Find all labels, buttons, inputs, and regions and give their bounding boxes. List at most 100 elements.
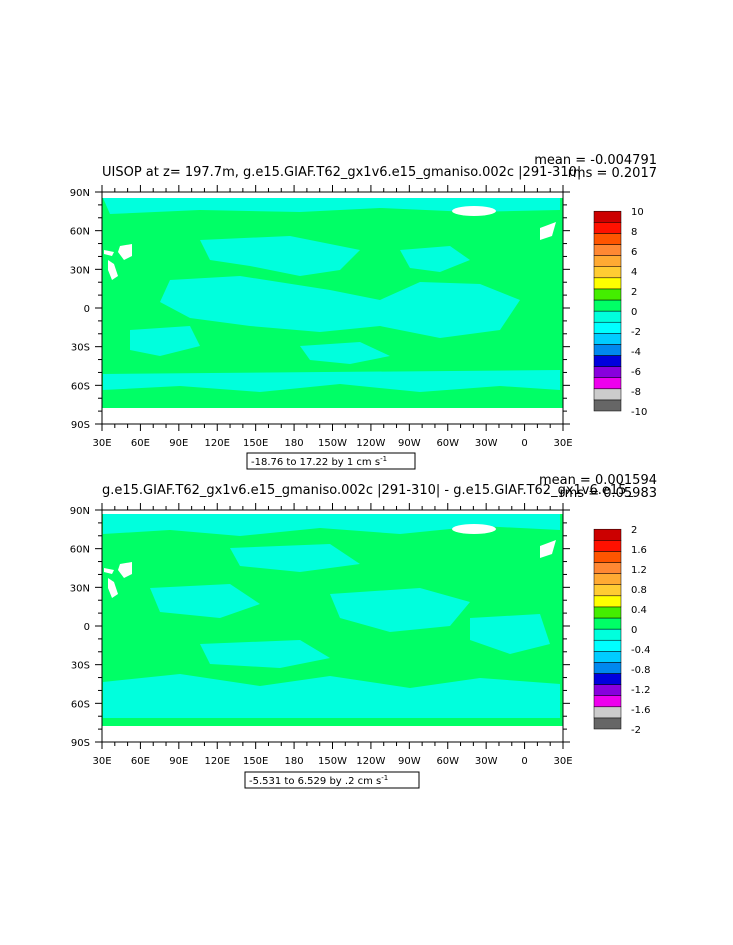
colorbar-swatch	[593, 333, 622, 345]
bottom-map-plot: g.e15.GIAF.T62_gx1v6.e15_gmaniso.002c |2…	[70, 473, 657, 789]
x-tick-label: 90E	[169, 756, 188, 767]
colorbar-swatch	[593, 344, 622, 356]
y-tick-label: 60S	[71, 699, 90, 710]
anomaly-region	[103, 514, 560, 536]
colorbar-label: 0	[631, 625, 637, 636]
colorbar-label: 8	[631, 227, 637, 238]
colorbar-swatch	[593, 222, 622, 234]
top-mean-label: mean = -0.004791	[534, 153, 657, 168]
island-mask	[104, 250, 114, 256]
colorbar-label: -1.2	[631, 685, 651, 696]
island-mask	[118, 562, 132, 578]
anomaly-region	[103, 674, 560, 718]
antarctica-mask	[102, 726, 563, 742]
x-tick-label: 150W	[318, 438, 347, 449]
colorbar-label: 0	[631, 307, 637, 318]
greenland-mask	[452, 206, 496, 216]
island-mask	[104, 568, 114, 574]
island-mask	[108, 578, 118, 598]
y-tick-label: 60S	[71, 381, 90, 392]
colorbar-label: 10	[631, 207, 644, 218]
anomaly-region	[470, 614, 550, 654]
island-mask	[108, 260, 118, 280]
y-tick-label: 30S	[71, 343, 90, 354]
antarctica-mask	[102, 408, 563, 424]
y-tick-label: 90N	[70, 506, 90, 517]
anomaly-region	[160, 276, 520, 338]
colorbar-label: -10	[631, 407, 647, 418]
x-tick-label: 150E	[243, 438, 268, 449]
y-tick-label: 30N	[70, 583, 90, 594]
anomaly-region	[200, 640, 330, 668]
y-tick-label: 60N	[70, 227, 90, 238]
colorbar-swatch	[593, 639, 622, 652]
x-tick-label: 30W	[475, 756, 498, 767]
x-tick-label: 150W	[318, 756, 347, 767]
arctic-mask	[102, 192, 563, 198]
y-tick-label: 90S	[71, 420, 90, 431]
y-tick-label: 60N	[70, 545, 90, 556]
colorbar-swatch	[593, 551, 622, 563]
arctic-mask	[102, 510, 563, 514]
x-tick-label: 60E	[131, 438, 150, 449]
anomaly-region	[130, 326, 200, 356]
colorbar-label: 6	[631, 247, 637, 258]
top-plot-title: UISOP at z= 197.7m, g.e15.GIAF.T62_gx1v6…	[102, 165, 581, 180]
x-tick-label: 180	[285, 438, 304, 449]
colorbar-label: 0.8	[631, 585, 647, 596]
x-tick-label: 30E	[92, 438, 111, 449]
colorbar-swatch	[593, 651, 622, 663]
colorbar-label: -1.6	[631, 705, 651, 716]
colorbar-label: -6	[631, 367, 641, 378]
colorbar-swatch	[593, 388, 622, 401]
top-panel: UISOP at z= 197.7m, g.e15.GIAF.T62_gx1v6…	[0, 150, 733, 480]
top-contour-box	[246, 452, 416, 470]
colorbar-swatch	[593, 573, 622, 585]
island-mask	[540, 222, 556, 240]
anomaly-region	[230, 544, 360, 572]
colorbar-swatch	[593, 244, 622, 256]
island-mask	[540, 540, 556, 558]
colorbar-swatch	[593, 717, 622, 730]
colorbar-swatch	[593, 210, 622, 223]
colorbar-swatch	[593, 562, 622, 574]
top-map-plot: UISOP at z= 197.7m, g.e15.GIAF.T62_gx1v6…	[70, 153, 657, 470]
colorbar-swatch	[593, 673, 622, 685]
top-rms-label: rms = 0.2017	[568, 166, 657, 181]
colorbar-swatch	[593, 310, 622, 323]
anomaly-region	[400, 246, 470, 272]
colorbar-label: -8	[631, 387, 641, 398]
x-tick-label: 0	[521, 438, 527, 449]
colorbar-swatch	[593, 528, 622, 541]
y-tick-label: 90S	[71, 738, 90, 749]
colorbar-label: -4	[631, 347, 641, 358]
colorbar-swatch	[593, 628, 622, 641]
bottom-panel: g.e15.GIAF.T62_gx1v6.e15_gmaniso.002c |2…	[0, 468, 733, 798]
colorbar-swatch	[593, 288, 622, 301]
x-tick-label: 30W	[475, 438, 498, 449]
colorbar-label: 1.2	[631, 565, 647, 576]
colorbar-label: -2	[631, 725, 641, 736]
x-tick-label: 60E	[131, 756, 150, 767]
x-tick-label: 30E	[92, 756, 111, 767]
colorbar-label: 2	[631, 287, 637, 298]
x-tick-label: 0	[521, 756, 527, 767]
anomaly-region	[103, 198, 560, 214]
x-tick-label: 120E	[205, 756, 230, 767]
x-tick-label: 90W	[398, 438, 421, 449]
colorbar-swatch	[593, 366, 622, 378]
top-map-field	[102, 192, 563, 424]
colorbar-label: 1.6	[631, 545, 647, 556]
colorbar-swatch	[593, 299, 622, 312]
colorbar-swatch	[593, 606, 622, 619]
bottom-colorbar: 2 1.6 1.2 0.8 0.4 0 -0.4 -0.8 -1.2 -1.6 -2	[593, 525, 651, 736]
colorbar-swatch	[593, 595, 622, 608]
x-tick-label: 60W	[436, 756, 459, 767]
y-tick-label: 30S	[71, 661, 90, 672]
colorbar-label: 0.4	[631, 605, 647, 616]
bottom-plot-title: g.e15.GIAF.T62_gx1v6.e15_gmaniso.002c |2…	[102, 483, 633, 498]
x-tick-label: 180	[285, 756, 304, 767]
island-mask	[118, 244, 132, 260]
colorbar-label: -0.4	[631, 645, 651, 656]
top-axes: 30E 60E 90E 120E 150E 180 150W 120W 90W 60W 30W 0 30…	[70, 185, 573, 449]
